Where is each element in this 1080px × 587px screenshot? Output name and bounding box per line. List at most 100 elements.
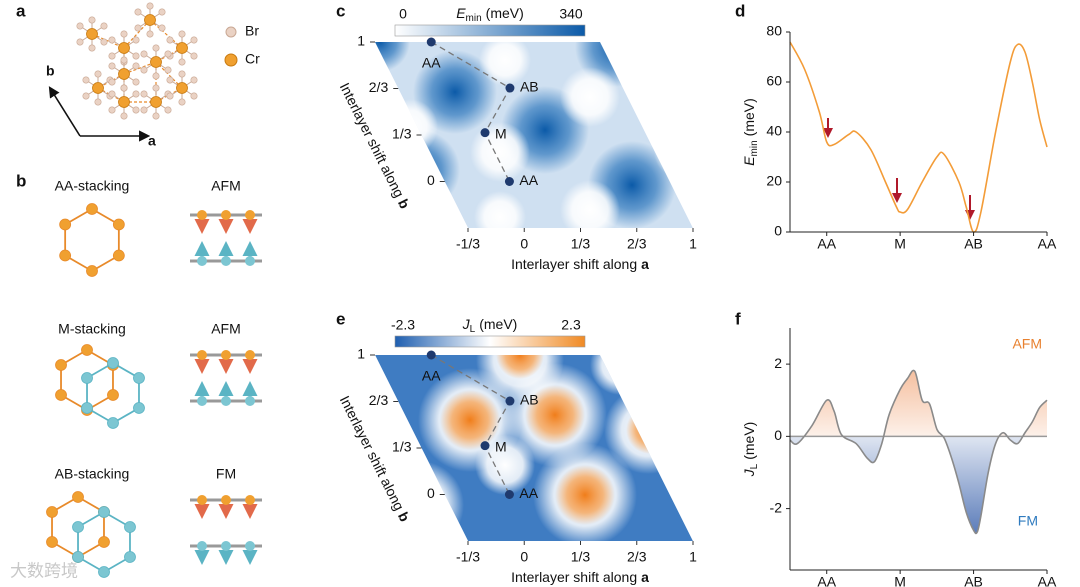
br-atom [100, 22, 108, 30]
x-tick-label: AB [964, 574, 983, 587]
heatmap-feature [654, 126, 693, 178]
panel-label: e [336, 309, 345, 328]
br-atom [134, 8, 142, 16]
atom [133, 402, 145, 414]
y-tick-label: -2 [770, 499, 783, 515]
br-atom [76, 22, 84, 30]
br-atom [178, 58, 186, 66]
vector: b [395, 509, 413, 524]
br-atom [82, 76, 90, 84]
y-tick-label: 2/3 [369, 392, 389, 408]
y-tick-label: 1/3 [392, 126, 412, 142]
br-atom [108, 52, 116, 60]
path-line [430, 41, 511, 182]
y-tick-label: 20 [766, 173, 782, 189]
br-atom [166, 76, 174, 84]
heatmap-feature [555, 465, 615, 525]
y-tick-label: 40 [766, 123, 782, 139]
atom [55, 389, 67, 401]
cr-atom [224, 53, 238, 67]
heatmap [375, 355, 693, 541]
atom [98, 506, 110, 518]
heatmap-feature [479, 42, 531, 86]
atom [46, 506, 58, 518]
atom [46, 536, 58, 548]
atom [72, 521, 84, 533]
atom [197, 210, 207, 220]
colorbar-tick-label: 2.3 [561, 317, 581, 333]
vector: a [641, 256, 649, 272]
x-tick-label: -1/3 [456, 236, 480, 252]
point-label: AB [520, 79, 539, 95]
line [789, 369, 1048, 535]
br-atom [190, 36, 198, 44]
stacking-name: AB-stacking [55, 466, 130, 482]
point-label: AA [519, 172, 538, 188]
atom [245, 396, 255, 406]
cr-atom [150, 96, 162, 108]
point-label: AA [519, 485, 538, 501]
symbol: J [462, 316, 471, 332]
colorbar [394, 335, 586, 348]
x-tick-label: 0 [520, 549, 528, 565]
br-atom [190, 92, 198, 100]
heatmap-feature [440, 390, 500, 450]
legend: Br Cr [224, 23, 260, 67]
br-atom [88, 16, 96, 24]
br-atom [152, 72, 160, 80]
br-atom [140, 66, 148, 74]
label: Interlayer shift along [511, 569, 637, 585]
atom [81, 344, 93, 356]
atom [72, 551, 84, 563]
cr-atom [176, 42, 188, 54]
heatmap-feature [496, 355, 544, 379]
br-atom [146, 2, 154, 10]
atom [245, 350, 255, 360]
br-atom [164, 106, 172, 114]
point [480, 128, 490, 138]
point [504, 490, 514, 500]
subscript: min [466, 13, 482, 24]
x-tick-label: 1/3 [571, 236, 591, 252]
x-tick-label: M [894, 574, 906, 587]
atom [107, 389, 119, 401]
symbol: E [741, 156, 757, 166]
br-atom [152, 84, 160, 92]
atom [59, 218, 72, 231]
atom [98, 536, 110, 548]
br-atom [94, 70, 102, 78]
cr-atom [118, 96, 130, 108]
atom [221, 350, 231, 360]
br-atom [132, 62, 140, 70]
point [504, 177, 514, 187]
symbol: J [741, 468, 757, 477]
atom [245, 495, 255, 505]
cr-atom [118, 68, 130, 80]
br-atom [140, 106, 148, 114]
br-atom [108, 106, 116, 114]
br-atom [178, 30, 186, 38]
atom [81, 402, 93, 414]
br-atom [108, 78, 116, 86]
path-line [430, 354, 511, 495]
atom [98, 566, 110, 578]
atom [112, 218, 125, 231]
atom [133, 372, 145, 384]
x-tick-label: AB [964, 236, 983, 252]
cr-atom [176, 82, 188, 94]
heatmap-feature [375, 42, 410, 72]
br-atom [158, 8, 166, 16]
panel-label: a [16, 1, 26, 20]
point [505, 396, 515, 406]
annotation: AFM [1012, 336, 1042, 352]
x-tick-label: 1 [689, 549, 697, 565]
crystal-structure [76, 2, 198, 120]
atom [197, 396, 207, 406]
lattice-axes: b a [46, 63, 156, 149]
axis-name: a [148, 133, 156, 149]
unit: (meV) [486, 5, 524, 21]
atom [112, 249, 125, 262]
br-atom [164, 66, 172, 74]
x-tick-label: M [894, 236, 906, 252]
axis-arrow [48, 86, 81, 137]
